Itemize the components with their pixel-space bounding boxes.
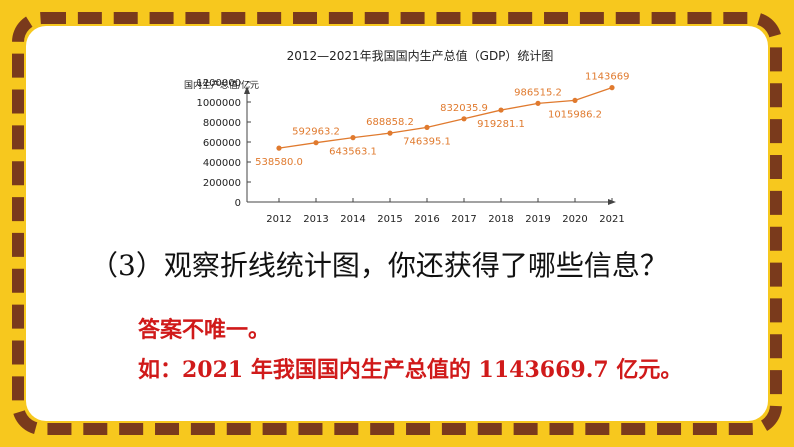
data-point	[535, 100, 541, 106]
x-tick-label: 2021	[599, 214, 624, 225]
x-tick-label: 2017	[451, 214, 476, 225]
chart-svg: 国内生产总值/亿元 0 200000 400000 600000 800000 100000…	[184, 72, 649, 225]
data-label: 832035.9	[440, 103, 488, 114]
x-tick-label: 2016	[414, 214, 439, 225]
y-tick-label: 200000	[203, 178, 241, 189]
dashed-border	[12, 12, 782, 435]
data-point	[424, 124, 430, 130]
data-label: 1143669.7	[585, 72, 630, 83]
data-label: 688858.2	[366, 117, 414, 128]
content-panel	[26, 26, 768, 421]
data-label: 538580.0	[255, 157, 303, 168]
answer-line-1: 答案不唯一。	[138, 317, 271, 343]
y-tick-label: 400000	[203, 158, 241, 169]
y-tick-label: 800000	[203, 118, 241, 129]
data-point	[276, 145, 282, 151]
data-point	[350, 135, 356, 141]
x-tick-label: 2013	[303, 214, 328, 225]
data-point	[461, 116, 467, 122]
data-label: 746395.1	[403, 136, 451, 147]
y-tick-label: 1000000	[196, 98, 241, 109]
x-tick-label: 2015	[377, 214, 402, 225]
chart-title: 2012—2021年我国国内生产总值（GDP）统计图	[286, 49, 554, 63]
data-label: 1015986.2	[548, 109, 602, 120]
data-point	[609, 85, 615, 91]
x-tick-label: 2014	[340, 214, 365, 225]
question-text: （3）观察折线统计图，你还获得了哪些信息？	[90, 249, 668, 282]
data-point	[387, 130, 393, 136]
answer-line-2: 如：2021 年我国国内生产总值的 1143669.7 亿元。	[138, 357, 683, 383]
y-axis-label: 国内生产总值/亿元	[184, 79, 259, 91]
y-axis-arrow	[244, 86, 250, 94]
y-tick-label: 600000	[203, 138, 241, 149]
x-tick-label: 2020	[562, 214, 587, 225]
data-label: 643563.1	[329, 147, 377, 158]
line-chart: 国内生产总值/亿元 0 200000 400000 600000 800000 100000…	[180, 42, 649, 232]
x-tick-label: 2018	[488, 214, 513, 225]
data-point	[572, 97, 578, 104]
data-point	[498, 107, 504, 113]
x-tick-label: 2019	[525, 214, 550, 225]
y-tick-label: 0	[235, 198, 241, 209]
data-label: 919281.1	[477, 119, 525, 130]
x-tick-label: 2012	[266, 214, 291, 225]
data-point	[313, 140, 319, 146]
data-label: 592963.2	[292, 127, 340, 138]
y-tick-label: 1200000	[196, 78, 241, 89]
series-line	[278, 87, 613, 149]
data-label: 986515.2	[514, 87, 562, 98]
